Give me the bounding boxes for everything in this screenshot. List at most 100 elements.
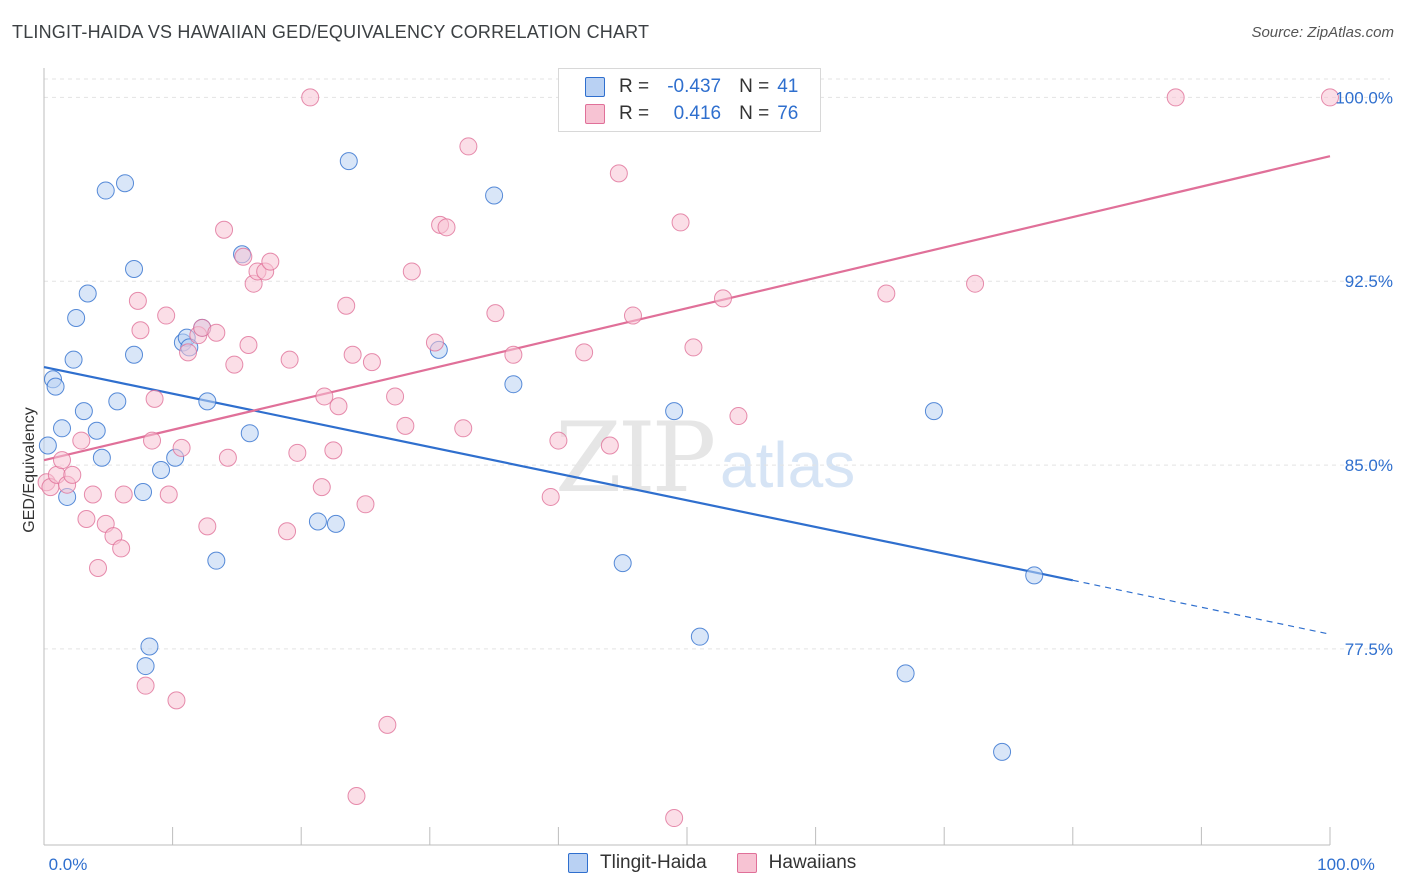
- data-point-hawaiians: [396, 416, 415, 435]
- data-point-tlingit-haida: [690, 627, 709, 646]
- data-point-hawaiians: [136, 676, 155, 695]
- data-point-tlingit-haida: [152, 460, 171, 479]
- trend-line-extension: [1072, 579, 1331, 635]
- data-point-hawaiians: [623, 306, 642, 325]
- data-point-hawaiians: [239, 335, 258, 354]
- x-tick-label: 0.0%: [49, 855, 88, 874]
- data-point-hawaiians: [234, 247, 253, 266]
- legend-item-tlingit-haida: Tlingit-Haida: [568, 852, 707, 874]
- data-point-tlingit-haida: [339, 152, 358, 171]
- data-point-hawaiians: [145, 389, 164, 408]
- y-tick-label: 92.5%: [1345, 272, 1393, 291]
- data-point-tlingit-haida: [326, 514, 345, 533]
- data-point-tlingit-haida: [78, 284, 97, 303]
- data-point-tlingit-haida: [240, 424, 259, 443]
- data-point-hawaiians: [157, 306, 176, 325]
- data-point-hawaiians: [1321, 88, 1339, 107]
- data-point-hawaiians: [198, 517, 217, 536]
- legend-item-hawaiians: Hawaiians: [736, 852, 856, 874]
- data-point-hawaiians: [261, 252, 280, 271]
- data-point-tlingit-haida: [613, 554, 632, 573]
- data-point-hawaiians: [143, 431, 162, 450]
- data-point-hawaiians: [179, 343, 198, 362]
- legend-r-label: R =: [619, 103, 650, 124]
- data-point-hawaiians: [541, 487, 560, 506]
- legend-swatch-blue: [585, 77, 605, 97]
- data-point-hawaiians: [301, 88, 320, 107]
- legend-swatch-blue: [568, 853, 588, 873]
- data-point-tlingit-haida: [96, 181, 115, 200]
- data-point-hawaiians: [437, 218, 456, 237]
- data-point-hawaiians: [1166, 88, 1185, 107]
- data-point-hawaiians: [729, 407, 748, 426]
- data-point-hawaiians: [312, 478, 331, 497]
- legend-row-tlingit: R = -0.437 N = 41: [585, 75, 798, 99]
- data-point-tlingit-haida: [134, 483, 153, 502]
- data-point-tlingit-haida: [108, 392, 127, 411]
- data-point-hawaiians: [402, 262, 421, 281]
- data-point-tlingit-haida: [67, 309, 86, 328]
- data-point-tlingit-haida: [53, 419, 72, 438]
- legend-r-value: -0.437: [667, 76, 722, 97]
- data-point-hawaiians: [347, 786, 366, 805]
- data-point-hawaiians: [114, 485, 133, 504]
- data-point-hawaiians: [72, 431, 91, 450]
- data-point-tlingit-haida: [1025, 566, 1044, 585]
- data-point-hawaiians: [504, 345, 523, 364]
- data-point-hawaiians: [329, 397, 348, 416]
- data-point-hawaiians: [684, 338, 703, 357]
- data-point-hawaiians: [131, 321, 150, 340]
- data-point-hawaiians: [225, 355, 244, 374]
- data-point-hawaiians: [128, 291, 147, 310]
- data-point-tlingit-haida: [87, 421, 106, 440]
- legend-n-value: 76: [777, 103, 799, 124]
- data-point-hawaiians: [63, 465, 82, 484]
- data-point-tlingit-haida: [125, 259, 144, 278]
- data-point-hawaiians: [315, 387, 334, 406]
- data-point-hawaiians: [337, 296, 356, 315]
- chart-title: TLINGIT-HAIDA VS HAWAIIAN GED/EQUIVALENC…: [12, 22, 650, 42]
- data-point-hawaiians: [609, 164, 628, 183]
- data-point-hawaiians: [167, 691, 186, 710]
- data-point-hawaiians: [600, 436, 619, 455]
- data-point-tlingit-haida: [924, 402, 943, 421]
- data-point-tlingit-haida: [74, 402, 93, 421]
- series-legend: Tlingit-Haida Hawaiians: [568, 852, 886, 874]
- trend-line-tlingit-haida: [43, 365, 1074, 582]
- legend-n-value: 41: [777, 76, 799, 97]
- data-point-hawaiians: [77, 510, 96, 529]
- data-point-hawaiians: [207, 323, 226, 342]
- data-point-tlingit-haida: [92, 448, 111, 467]
- axes: [43, 68, 1331, 846]
- trend-line-hawaiians: [43, 155, 1331, 462]
- y-tick-label: 100.0%: [1335, 88, 1393, 107]
- data-point-hawaiians: [454, 419, 473, 438]
- data-point-hawaiians: [53, 451, 72, 470]
- data-point-hawaiians: [215, 220, 234, 239]
- data-point-tlingit-haida: [116, 174, 135, 193]
- data-point-hawaiians: [671, 213, 690, 232]
- data-point-hawaiians: [486, 304, 505, 323]
- data-point-hawaiians: [343, 345, 362, 364]
- data-point-hawaiians: [280, 350, 299, 369]
- tick-labels: 77.5% 85.0% 92.5% 100.0% 0.0% 100.0%: [49, 88, 1393, 874]
- data-point-hawaiians: [714, 289, 733, 308]
- data-point-hawaiians: [378, 715, 397, 734]
- data-point-tlingit-haida: [125, 345, 144, 364]
- legend-swatch-pink: [585, 104, 605, 124]
- data-point-hawaiians: [575, 343, 594, 362]
- y-tick-label: 77.5%: [1345, 640, 1393, 659]
- data-point-tlingit-haida: [504, 375, 523, 394]
- data-point-hawaiians: [112, 539, 131, 558]
- data-point-hawaiians: [159, 485, 178, 504]
- data-point-tlingit-haida: [38, 436, 57, 455]
- data-point-hawaiians: [386, 387, 405, 406]
- correlation-legend: R = -0.437 N = 41 R = 0.416 N = 76: [558, 68, 821, 132]
- legend-label: Tlingit-Haida: [600, 852, 707, 873]
- watermark-zip: ZIP: [555, 402, 716, 514]
- data-point-tlingit-haida: [993, 742, 1012, 761]
- legend-swatch-pink: [736, 853, 757, 873]
- data-point-tlingit-haida: [64, 350, 83, 369]
- data-point-hawaiians: [278, 522, 297, 541]
- data-point-tlingit-haida: [198, 392, 217, 411]
